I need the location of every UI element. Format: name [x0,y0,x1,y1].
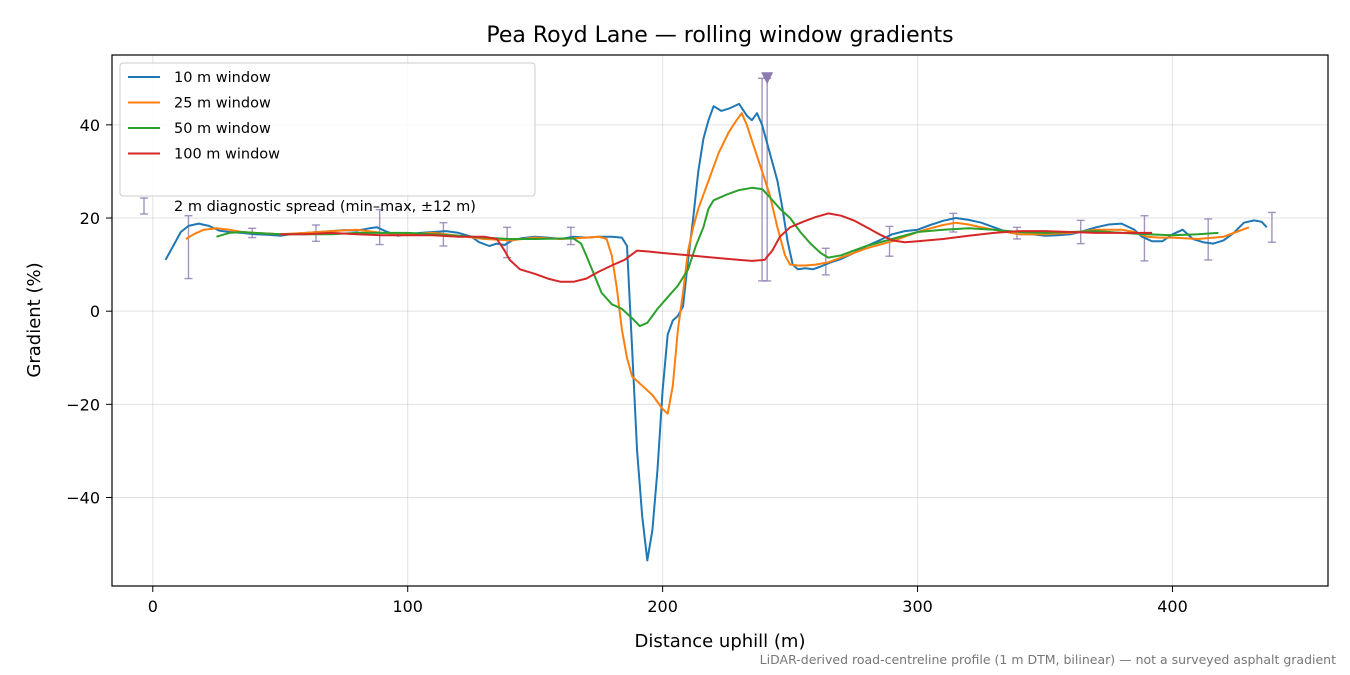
errorbar-9 [821,247,830,276]
x-axis-label: Distance uphill (m) [635,631,806,652]
legend-label-0: 10 m window [174,70,271,86]
grid [112,55,1328,586]
series-lines [164,102,1268,562]
x-tick-label-1: 100 [392,597,423,616]
errorbar-15 [1204,218,1213,261]
y-tick-label-2: 0 [90,302,100,321]
x-tick-label-2: 200 [647,597,678,616]
y-tick-label-4: 40 [80,116,100,135]
series-line-3 [280,212,1153,283]
errorbar-3 [375,208,384,246]
legend-swatch-4 [140,197,148,215]
footnote: LiDAR-derived road-centreline profile (1… [760,652,1336,667]
x-tick-label-0: 0 [148,597,158,616]
series-line-0 [164,102,1268,562]
y-axis-label: Gradient (%) [24,262,45,377]
plot-frame [111,54,1329,587]
errorbar-16 [1267,211,1276,243]
legend-label-4: 2 m diagnostic spread (min–max, ±12 m) [174,199,476,215]
legend: 10 m window 25 m window 50 m window 100 m w… [119,62,536,215]
y-tick-label-0: −40 [66,489,100,508]
y-tick-label-1: −20 [66,395,100,414]
legend-box [119,62,536,197]
x-tick-label-4: 400 [1157,597,1188,616]
diagnostic-spread-errorbars [184,72,1276,282]
legend-label-3: 100 m window [174,147,280,163]
legend-label-1: 25 m window [174,96,271,112]
x-tick-label-3: 300 [902,597,933,616]
legend-label-2: 50 m window [174,121,271,137]
axis-ticks: 0 100 200 300 400 −40 −20 0 20 40 [66,116,1188,616]
overflow-marker [761,72,774,85]
y-tick-label-3: 20 [80,209,100,228]
errorbar-6 [566,226,575,246]
chart-title: Pea Royd Lane — rolling window gradients [486,23,953,48]
